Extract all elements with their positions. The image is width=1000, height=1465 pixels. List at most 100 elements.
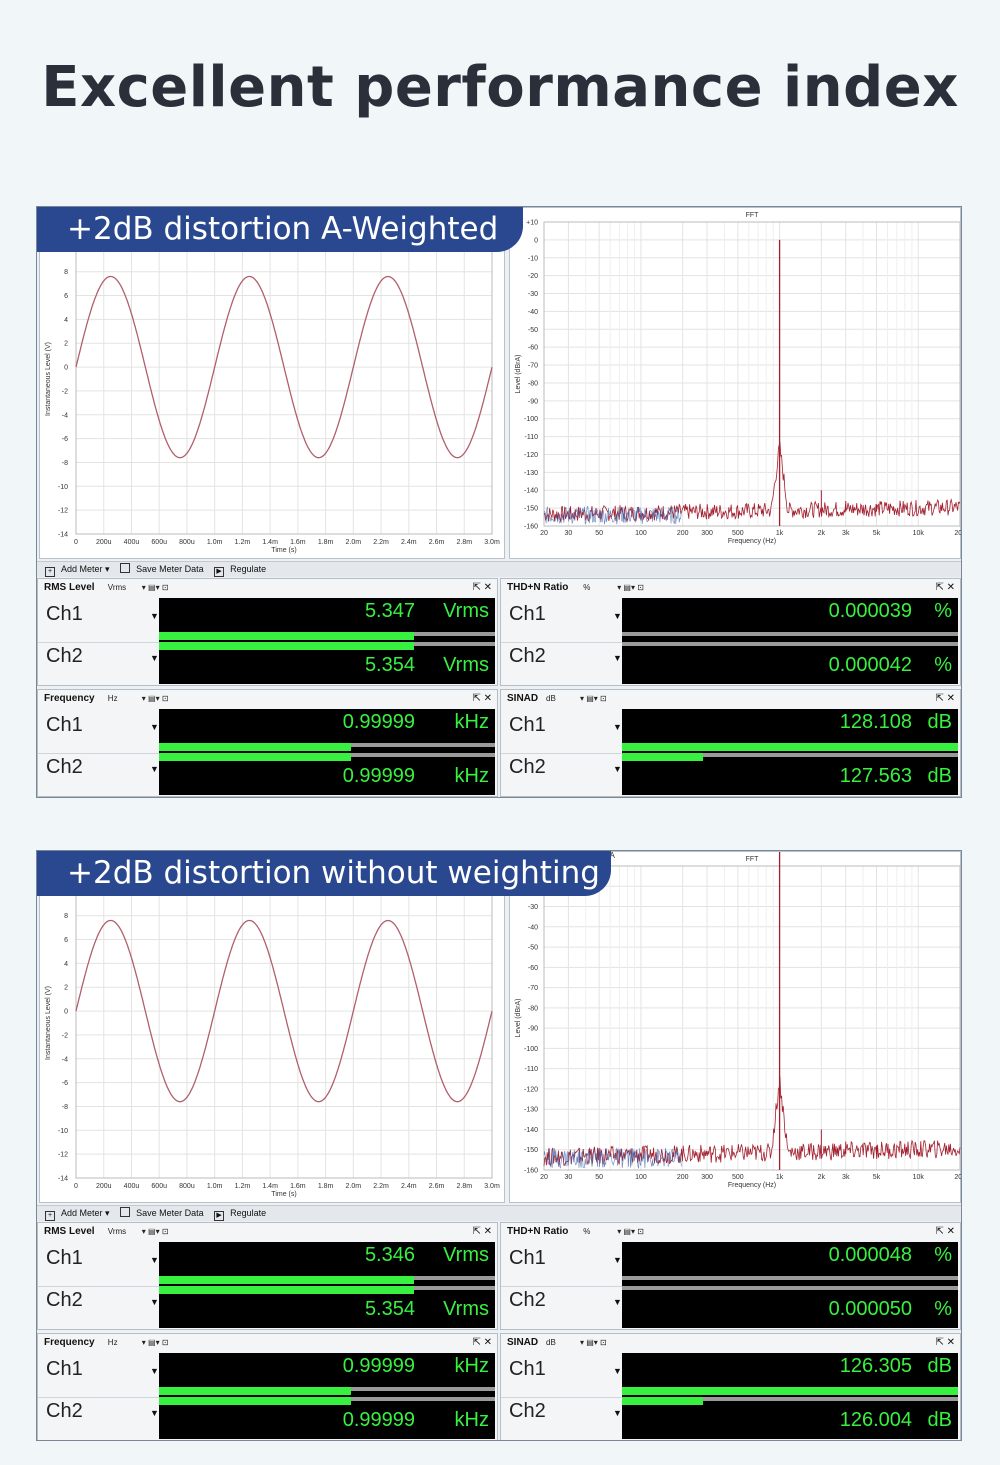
- y-tick-label: -12: [58, 1152, 68, 1159]
- y-tick-label: -14: [58, 1176, 68, 1183]
- page-headline: Excellent performance index: [41, 55, 959, 120]
- x-tick-label: 1.8m: [318, 539, 334, 546]
- channel-1-readout: 0.99999 kHz: [159, 709, 495, 741]
- y-tick-label: 2: [64, 341, 68, 348]
- x-tick-label: 2.2m: [373, 1183, 389, 1190]
- channel-1-readout: 0.99999 kHz: [159, 1353, 495, 1385]
- channel-2-label: Ch2: [509, 756, 546, 778]
- channel-2-level-bar: [622, 1397, 703, 1405]
- meter-title: Frequency: [44, 693, 95, 704]
- channel-2-level-bar: [159, 1397, 351, 1405]
- regulate-button[interactable]: ▶ Regulate: [210, 1208, 266, 1221]
- y-tick-label: 0: [534, 237, 538, 244]
- panel-banner: +2dB distortion without weighting: [37, 851, 611, 896]
- channel-1-dropdown-icon[interactable]: ▼: [150, 611, 159, 621]
- add-meter-button[interactable]: + Add Meter ▾: [41, 564, 110, 577]
- y-tick-label: -4: [62, 412, 68, 419]
- channel-2-dropdown-icon[interactable]: ▼: [150, 764, 159, 774]
- channel-2-dropdown-icon[interactable]: ▼: [150, 1297, 159, 1307]
- channel-1-unit: %: [934, 1244, 952, 1266]
- y-tick-label: -160: [524, 524, 538, 531]
- channel-2-dropdown-icon[interactable]: ▼: [613, 764, 622, 774]
- x-tick-label: 200: [677, 1174, 689, 1181]
- save-meter-data-button[interactable]: Save Meter Data: [116, 563, 204, 574]
- x-tick-label: 3k: [842, 530, 850, 537]
- unit-select[interactable]: Vrms: [107, 1227, 127, 1236]
- regulate-button[interactable]: ▶ Regulate: [210, 564, 266, 577]
- meter-options-icon[interactable]: ▾ ▤▾ ⊡: [141, 694, 169, 703]
- x-tick-label: 1.4m: [262, 539, 278, 546]
- channel-1-value: 128.108: [839, 711, 912, 733]
- meter-header: SINAD dB ▾ ▤▾ ⊡ ⇱ ✕: [501, 690, 960, 707]
- y-axis-title: Instantaneous Level (V): [45, 342, 52, 416]
- unit-select[interactable]: Hz: [107, 694, 118, 703]
- channel-1-dropdown-icon[interactable]: ▼: [150, 1366, 159, 1376]
- unit-select[interactable]: %: [583, 583, 591, 592]
- unit-select[interactable]: Vrms: [107, 583, 127, 592]
- meter-options-icon[interactable]: ▾ ▤▾ ⊡: [580, 1338, 607, 1347]
- channel-2-readout: 127.563 dB: [622, 763, 958, 795]
- close-icon[interactable]: ⇱ ✕: [472, 582, 492, 593]
- sine-waveform: [75, 919, 493, 1103]
- unit-select[interactable]: %: [583, 1227, 591, 1236]
- close-icon[interactable]: ⇱ ✕: [472, 693, 492, 704]
- close-icon[interactable]: ⇱ ✕: [472, 1226, 492, 1237]
- channel-1-label: Ch1: [509, 603, 546, 625]
- y-tick-label: -4: [62, 1056, 68, 1063]
- meter-toolbar: + Add Meter ▾ Save Meter Data ▶ Regulate: [37, 1205, 961, 1221]
- meter-options-icon[interactable]: ▾ ▤▾ ⊡: [141, 1227, 169, 1236]
- meter-options-icon[interactable]: ▾ ▤▾ ⊡: [580, 694, 607, 703]
- level-bars: [159, 1385, 495, 1407]
- x-tick-label: 1.0m: [207, 539, 223, 546]
- meter-options-icon[interactable]: ▾ ▤▾ ⊡: [141, 583, 169, 592]
- close-icon[interactable]: ⇱ ✕: [935, 582, 955, 593]
- channel-1-label: Ch1: [46, 714, 83, 736]
- meter-options-icon[interactable]: ▾ ▤▾ ⊡: [141, 1338, 169, 1347]
- save-meter-data-button[interactable]: Save Meter Data: [116, 1207, 204, 1218]
- y-tick-label: -80: [528, 1005, 538, 1012]
- channel-2-value: 0.000050: [828, 1298, 912, 1320]
- y-tick-label: -80: [528, 380, 538, 387]
- channel-2-label: Ch2: [46, 1400, 83, 1422]
- channel-2-dropdown-icon[interactable]: ▼: [150, 653, 159, 663]
- channel-2-dropdown-icon[interactable]: ▼: [613, 1297, 622, 1307]
- x-tick-label: 0: [74, 539, 78, 546]
- channel-1-dropdown-icon[interactable]: ▼: [613, 1366, 622, 1376]
- channel-1-bar-track: [622, 632, 958, 636]
- unit-select[interactable]: Hz: [107, 1338, 118, 1347]
- y-tick-label: -12: [58, 508, 68, 515]
- channel-2-dropdown-icon[interactable]: ▼: [150, 1408, 159, 1418]
- y-tick-label: -6: [62, 1080, 68, 1087]
- close-icon[interactable]: ⇱ ✕: [935, 693, 955, 704]
- x-tick-label: 2.0m: [346, 1183, 362, 1190]
- close-icon[interactable]: ⇱ ✕: [935, 1226, 955, 1237]
- add-meter-button[interactable]: + Add Meter ▾: [41, 1208, 110, 1221]
- channel-2-dropdown-icon[interactable]: ▼: [613, 1408, 622, 1418]
- meter-rms-level: RMS Level Vrms ▾ ▤▾ ⊡ ⇱ ✕ Ch1 ▼ Ch2 ▼ 5.347 Vrms 5…: [37, 578, 498, 686]
- x-tick-label: 20: [540, 530, 548, 537]
- channel-1-dropdown-icon[interactable]: ▼: [613, 611, 622, 621]
- y-tick-label: -14: [58, 532, 68, 539]
- y-tick-label: -20: [528, 273, 538, 280]
- channel-1-dropdown-icon[interactable]: ▼: [150, 722, 159, 732]
- plus-icon: +: [45, 567, 55, 577]
- meter-options-icon[interactable]: ▾ ▤▾ ⊡: [617, 1227, 644, 1236]
- channel-2-readout: 0.000042%: [622, 652, 958, 684]
- channel-2-unit: kHz: [454, 765, 489, 787]
- x-tick-label: 1.6m: [290, 1183, 306, 1190]
- channel-1-dropdown-icon[interactable]: ▼: [613, 722, 622, 732]
- channel-1-value: 0.99999: [342, 1355, 415, 1377]
- channel-1-dropdown-icon[interactable]: ▼: [613, 1255, 622, 1265]
- x-tick-label: 5k: [873, 1174, 881, 1181]
- channel-2-value: 127.563: [839, 765, 912, 787]
- channel-1-dropdown-icon[interactable]: ▼: [150, 1255, 159, 1265]
- close-icon[interactable]: ⇱ ✕: [935, 1337, 955, 1348]
- close-icon[interactable]: ⇱ ✕: [472, 1337, 492, 1348]
- unit-select[interactable]: dB: [546, 694, 556, 703]
- plus-icon: +: [45, 1211, 55, 1221]
- unit-select[interactable]: dB: [546, 1338, 556, 1347]
- channel-1-label: Ch1: [46, 603, 83, 625]
- meter-options-icon[interactable]: ▾ ▤▾ ⊡: [617, 583, 644, 592]
- channel-2-dropdown-icon[interactable]: ▼: [613, 653, 622, 663]
- channel-1-bar-track: [622, 1276, 958, 1280]
